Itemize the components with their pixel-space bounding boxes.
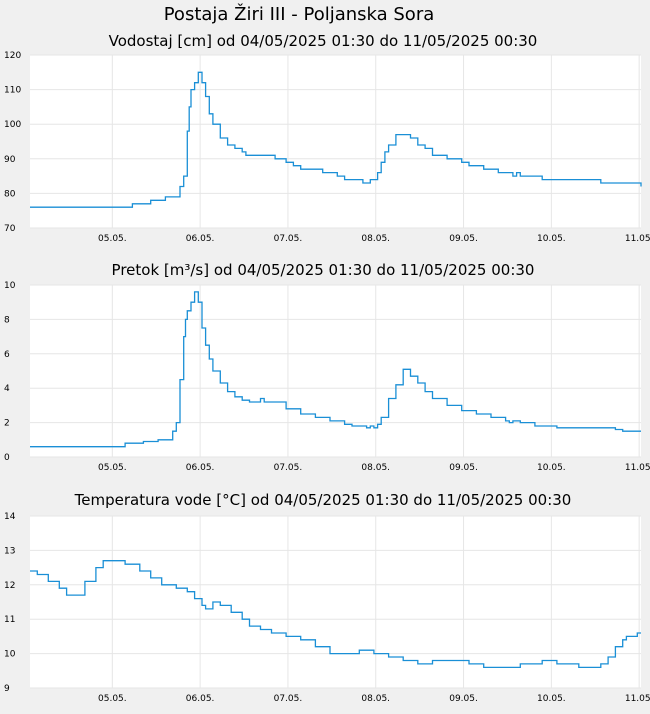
x-tick-label: 06.05. — [186, 234, 215, 244]
x-tick-label: 05.05. — [98, 234, 127, 244]
series-line-1 — [30, 291, 641, 448]
x-tick-label: 09.05. — [449, 234, 478, 244]
y-tick-label: 11 — [4, 615, 15, 625]
y-tick-label: 4 — [4, 384, 10, 394]
page-title: Postaja Žiri III - Poljanska Sora — [164, 3, 435, 25]
x-tick-label: 08.05. — [361, 463, 390, 473]
y-tick-label: 110 — [4, 86, 21, 96]
x-tick-label: 05.05. — [98, 694, 127, 704]
x-tick-label: 10.05. — [537, 694, 566, 704]
plot-area — [30, 55, 641, 228]
x-tick-label: 11.05. — [625, 234, 650, 244]
chart-panel-3: Temperatura vode [°C] od 04/05/2025 01:3… — [4, 491, 650, 704]
x-tick-label: 07.05. — [274, 694, 303, 704]
x-tick-label: 09.05. — [449, 694, 478, 704]
plot-area — [30, 516, 641, 688]
chart-panel-2: Pretok [m³/s] od 04/05/2025 01:30 do 11/… — [4, 261, 650, 473]
y-tick-label: 70 — [4, 224, 16, 234]
y-tick-label: 10 — [4, 650, 16, 660]
x-tick-label: 08.05. — [361, 694, 390, 704]
x-tick-label: 06.05. — [186, 463, 215, 473]
y-tick-label: 13 — [4, 546, 15, 556]
chart-panel-1: Vodostaj [cm] od 04/05/2025 01:30 do 11/… — [4, 32, 650, 244]
chart-title: Temperatura vode [°C] od 04/05/2025 01:3… — [74, 491, 572, 509]
x-tick-label: 05.05. — [98, 463, 127, 473]
y-tick-label: 8 — [4, 315, 10, 325]
x-tick-label: 11.05. — [625, 463, 650, 473]
x-tick-label: 08.05. — [361, 234, 390, 244]
x-tick-label: 09.05. — [449, 463, 478, 473]
y-tick-label: 80 — [4, 189, 16, 199]
y-tick-label: 2 — [4, 419, 10, 429]
y-tick-label: 14 — [4, 512, 16, 522]
x-tick-label: 07.05. — [274, 234, 303, 244]
x-tick-label: 10.05. — [537, 234, 566, 244]
series-line-1 — [30, 560, 641, 669]
y-tick-label: 10 — [4, 281, 16, 291]
chart-title: Pretok [m³/s] od 04/05/2025 01:30 do 11/… — [112, 261, 535, 279]
chart-title: Vodostaj [cm] od 04/05/2025 01:30 do 11/… — [109, 32, 538, 50]
plot-area — [30, 285, 641, 457]
y-tick-label: 12 — [4, 581, 15, 591]
y-tick-label: 90 — [4, 155, 16, 165]
y-tick-label: 0 — [4, 453, 10, 463]
y-tick-label: 120 — [4, 51, 21, 61]
x-tick-label: 06.05. — [186, 694, 215, 704]
series-line-1 — [30, 71, 642, 208]
x-tick-label: 07.05. — [274, 463, 303, 473]
y-tick-label: 6 — [4, 350, 10, 360]
y-tick-label: 100 — [4, 120, 21, 130]
x-tick-label: 11.05. — [625, 694, 650, 704]
x-tick-label: 10.05. — [537, 463, 566, 473]
y-tick-label: 9 — [4, 684, 10, 694]
